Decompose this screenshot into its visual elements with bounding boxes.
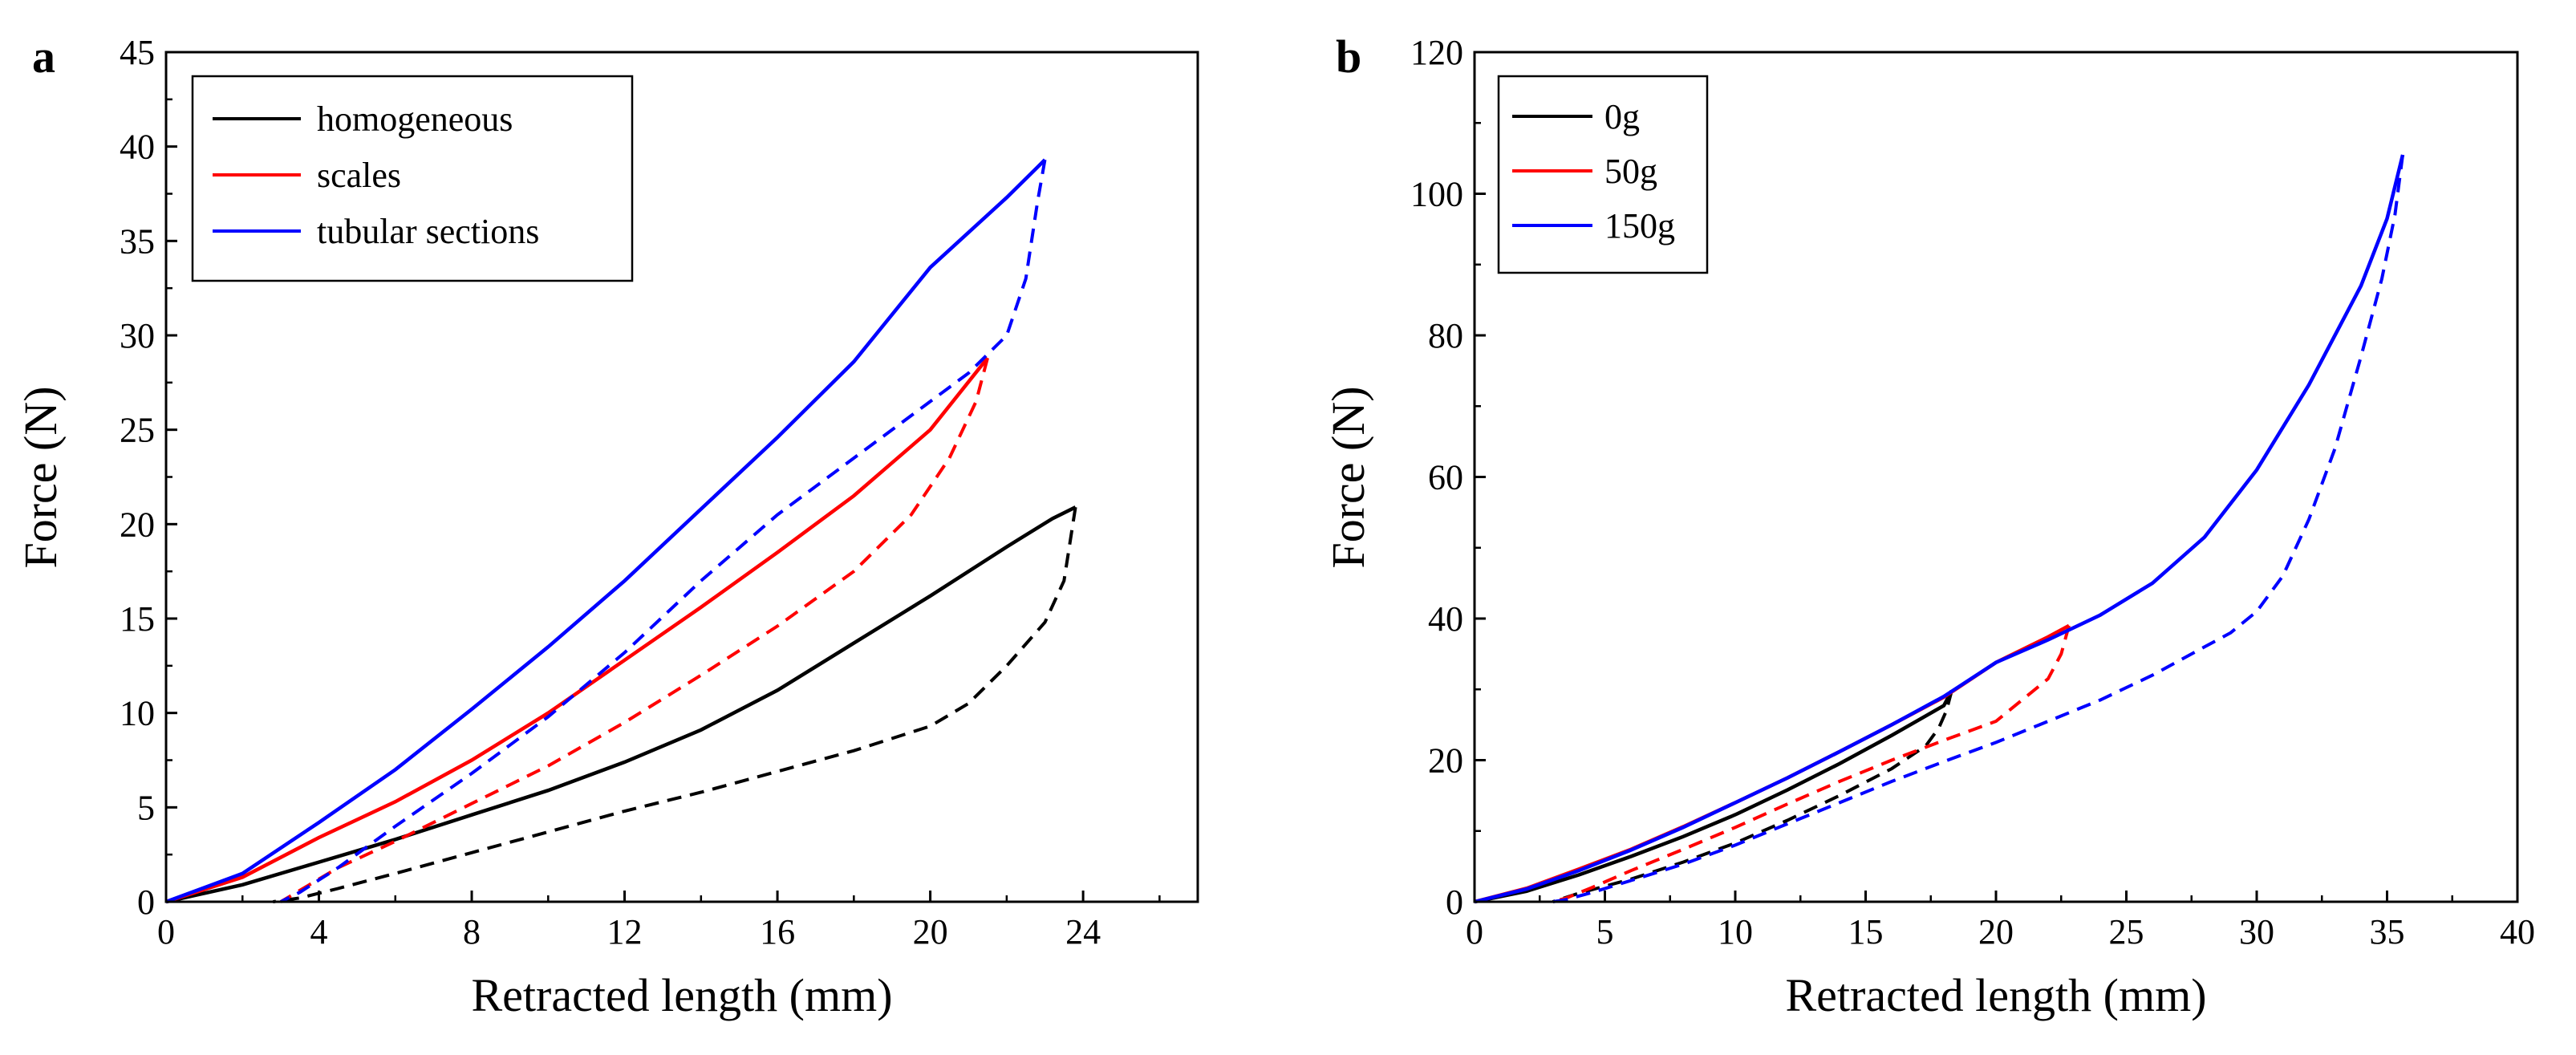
x-axis-title-b: Retracted length (mm) — [1785, 969, 2206, 1021]
y-tick-label: 10 — [120, 694, 155, 733]
series-loading-line — [1474, 154, 2405, 904]
x-axis-title-a: Retracted length (mm) — [471, 969, 892, 1021]
x-tick-label: 24 — [1065, 912, 1101, 952]
legend-a: homogeneous scales tubular sections — [191, 75, 634, 282]
x-tick-label: 5 — [1596, 912, 1614, 952]
y-tick-label: 20 — [1428, 741, 1463, 781]
panel-label-a: a — [32, 30, 55, 83]
y-tick-label: 45 — [120, 33, 155, 72]
legend-label: tubular sections — [317, 212, 539, 251]
y-tick-label: 25 — [120, 411, 155, 450]
legend-label: 0g — [1604, 97, 1640, 136]
x-tick-label: 12 — [607, 912, 643, 952]
series-loading-line — [1474, 623, 2071, 904]
x-tick-label: 20 — [913, 912, 948, 952]
y-tick-label: 35 — [120, 221, 155, 261]
y-tick-label: 120 — [1410, 33, 1463, 72]
series-loading-line — [1474, 689, 1953, 904]
legend-label: scales — [317, 156, 401, 195]
series-unloading-line — [279, 357, 989, 903]
y-axis-title-a: Force (N) — [14, 386, 67, 568]
x-tick-label: 15 — [1848, 912, 1884, 952]
x-tick-label: 10 — [1718, 912, 1753, 952]
x-tick-label: 0 — [1466, 912, 1483, 952]
x-tick-label: 30 — [2239, 912, 2274, 952]
series-loading-line — [165, 505, 1077, 904]
series-unloading-line — [1552, 625, 2071, 903]
y-tick-label: 30 — [120, 316, 155, 355]
chart-panel-a: a 0 4 8 12 16 20 24 0 5 10 15 20 25 30 35 40 45 Retracte… — [14, 30, 1199, 1021]
series-unloading-line — [1552, 154, 2404, 903]
x-tick-label: 4 — [310, 912, 328, 952]
y-tick-label: 60 — [1428, 458, 1463, 497]
legend-box-a — [191, 75, 634, 282]
x-tick-label: 25 — [2109, 912, 2144, 952]
y-tick-label: 40 — [1428, 599, 1463, 639]
x-tick-label: 40 — [2500, 912, 2535, 952]
y-axis-title-b: Force (N) — [1322, 386, 1374, 568]
x-tick-label: 8 — [463, 912, 481, 952]
y-tick-label: 80 — [1428, 316, 1463, 355]
chart-panel-b: b 0 5 10 15 20 25 30 35 40 0 20 40 60 80 100 120 Retrac… — [1322, 30, 2535, 1021]
legend-entry-homogeneous: homogeneous — [213, 99, 513, 139]
legend-box-b — [1497, 75, 1709, 274]
legend-b: 0g 50g 150g — [1497, 75, 1709, 274]
y-tick-label: 0 — [137, 883, 155, 922]
y-tick-label: 20 — [120, 505, 155, 544]
legend-entry-50g: 50g — [1512, 152, 1657, 191]
x-tick-label: 35 — [2370, 912, 2405, 952]
x-tick-label: 0 — [157, 912, 175, 952]
y-tick-label: 100 — [1410, 175, 1463, 214]
series-unloading-line — [1552, 690, 1953, 903]
series-unloading-line — [280, 159, 1047, 903]
y-tick-label: 40 — [120, 128, 155, 167]
legend-entry-tubular-sections: tubular sections — [213, 212, 539, 251]
series-loading-line — [165, 158, 1047, 904]
legend-entry-0g: 0g — [1512, 97, 1640, 136]
legend-label: 50g — [1604, 152, 1657, 191]
legend-label: 150g — [1604, 206, 1675, 245]
y-tick-label: 5 — [137, 788, 155, 827]
legend-entry-scales: scales — [213, 156, 401, 195]
y-tick-label: 15 — [120, 599, 155, 639]
series-loading-line — [165, 356, 989, 904]
legend-label: homogeneous — [317, 99, 513, 139]
x-tick-label: 16 — [760, 912, 795, 952]
legend-entry-150g: 150g — [1512, 206, 1675, 245]
series-unloading-line — [273, 506, 1077, 903]
x-tick-label: 20 — [1978, 912, 2014, 952]
y-tick-label: 0 — [1446, 883, 1463, 922]
panel-label-b: b — [1336, 30, 1361, 83]
